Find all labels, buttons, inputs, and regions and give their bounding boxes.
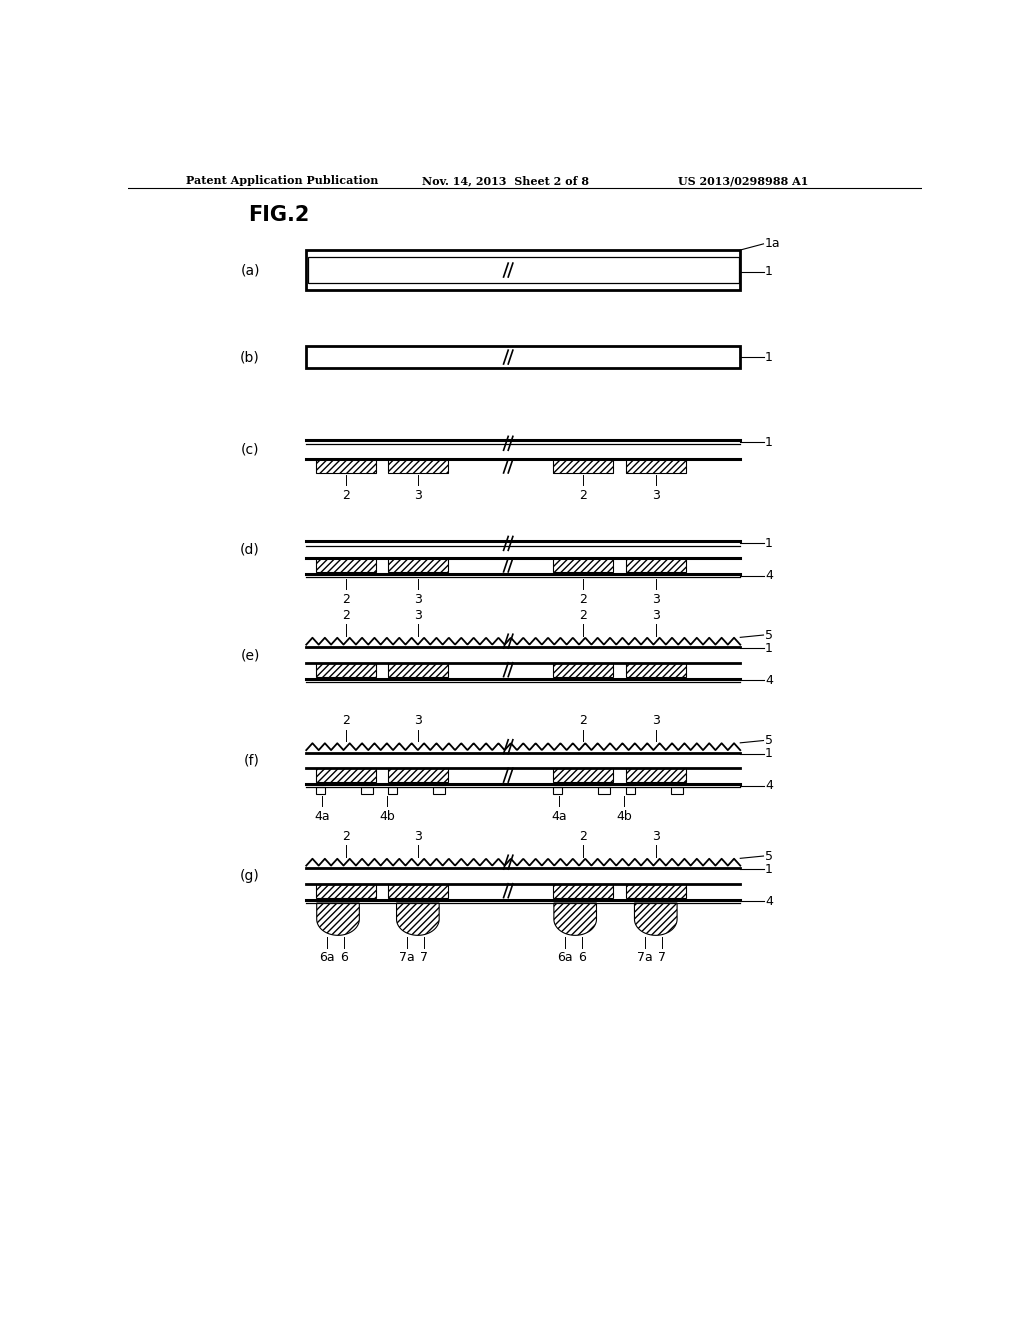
Bar: [626, 768, 686, 781]
Text: 1: 1: [765, 265, 773, 279]
Text: 6a: 6a: [557, 950, 572, 964]
Text: 3: 3: [414, 830, 422, 843]
Text: 4: 4: [765, 895, 773, 908]
Bar: [433, 788, 445, 795]
Text: 1: 1: [765, 862, 773, 875]
Text: 2: 2: [579, 830, 587, 843]
Text: 4b: 4b: [379, 809, 394, 822]
Text: 7: 7: [658, 950, 667, 964]
Text: 7a: 7a: [399, 950, 415, 964]
Text: 1: 1: [765, 747, 773, 760]
Text: 1: 1: [765, 436, 773, 449]
Text: 3: 3: [652, 609, 659, 622]
Text: 2: 2: [342, 593, 350, 606]
Bar: [308, 257, 738, 284]
Text: (g): (g): [240, 869, 260, 883]
Bar: [360, 788, 373, 795]
Text: 3: 3: [652, 714, 659, 727]
Text: (d): (d): [240, 543, 260, 557]
Bar: [315, 459, 376, 473]
Bar: [315, 788, 325, 795]
Text: 3: 3: [414, 609, 422, 622]
Text: 2: 2: [342, 490, 350, 502]
Text: 5: 5: [765, 628, 773, 642]
Text: 4: 4: [765, 779, 773, 792]
Bar: [626, 459, 686, 473]
Text: 7: 7: [420, 950, 428, 964]
Text: 3: 3: [652, 490, 659, 502]
Polygon shape: [554, 903, 597, 936]
Text: 3: 3: [652, 593, 659, 606]
Bar: [626, 788, 635, 795]
Text: 4a: 4a: [551, 809, 566, 822]
Bar: [315, 558, 376, 572]
Text: 1: 1: [765, 537, 773, 550]
Text: 5: 5: [765, 850, 773, 862]
Text: Patent Application Publication: Patent Application Publication: [186, 176, 379, 186]
Text: 2: 2: [579, 714, 587, 727]
Text: (f): (f): [244, 754, 260, 767]
Text: 2: 2: [579, 609, 587, 622]
Text: 7a: 7a: [637, 950, 653, 964]
Bar: [388, 788, 396, 795]
Bar: [306, 346, 740, 368]
Bar: [388, 768, 449, 781]
Bar: [553, 768, 613, 781]
Bar: [315, 663, 376, 677]
Text: 3: 3: [652, 830, 659, 843]
Bar: [671, 788, 683, 795]
Polygon shape: [316, 903, 359, 936]
Text: (c): (c): [242, 442, 260, 457]
Text: 5: 5: [765, 734, 773, 747]
Bar: [553, 884, 613, 898]
Text: 2: 2: [342, 609, 350, 622]
Text: 1: 1: [765, 642, 773, 655]
Text: 4: 4: [765, 569, 773, 582]
Bar: [598, 788, 610, 795]
Bar: [315, 884, 376, 898]
Bar: [553, 558, 613, 572]
Text: 6a: 6a: [319, 950, 335, 964]
Text: US 2013/0298988 A1: US 2013/0298988 A1: [678, 176, 809, 186]
Bar: [388, 884, 449, 898]
Text: 4: 4: [765, 675, 773, 686]
Bar: [553, 663, 613, 677]
Text: 2: 2: [342, 714, 350, 727]
Text: 2: 2: [342, 830, 350, 843]
Bar: [553, 459, 613, 473]
Text: 3: 3: [414, 593, 422, 606]
Bar: [388, 459, 449, 473]
Bar: [553, 788, 562, 795]
Text: 1: 1: [765, 351, 773, 363]
Text: Nov. 14, 2013  Sheet 2 of 8: Nov. 14, 2013 Sheet 2 of 8: [423, 176, 590, 186]
Text: 1a: 1a: [765, 238, 780, 251]
Polygon shape: [396, 903, 439, 936]
Text: 3: 3: [414, 490, 422, 502]
Polygon shape: [635, 903, 677, 936]
Bar: [626, 558, 686, 572]
Bar: [315, 768, 376, 781]
Text: 6: 6: [341, 950, 348, 964]
Text: 3: 3: [414, 714, 422, 727]
Text: 6: 6: [578, 950, 586, 964]
Text: (a): (a): [241, 263, 260, 277]
Bar: [626, 663, 686, 677]
Text: (b): (b): [240, 350, 260, 364]
Bar: [388, 558, 449, 572]
Text: 2: 2: [579, 490, 587, 502]
Bar: [626, 884, 686, 898]
Text: 2: 2: [579, 593, 587, 606]
Bar: [388, 663, 449, 677]
Text: 4b: 4b: [616, 809, 632, 822]
Bar: [306, 249, 740, 290]
Text: 4a: 4a: [314, 809, 330, 822]
Text: (e): (e): [241, 648, 260, 663]
Text: FIG.2: FIG.2: [248, 205, 309, 224]
